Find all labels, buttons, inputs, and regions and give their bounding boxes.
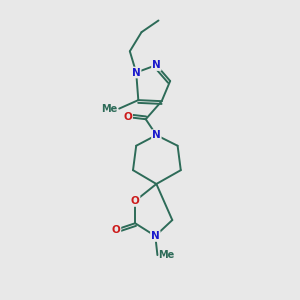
Text: N: N — [152, 130, 161, 140]
Text: O: O — [131, 196, 140, 206]
Text: Me: Me — [101, 103, 117, 114]
Text: O: O — [123, 112, 132, 122]
Text: O: O — [112, 225, 120, 235]
Text: N: N — [151, 231, 160, 241]
Text: N: N — [132, 68, 141, 77]
Text: Me: Me — [158, 250, 175, 260]
Text: N: N — [152, 60, 161, 70]
